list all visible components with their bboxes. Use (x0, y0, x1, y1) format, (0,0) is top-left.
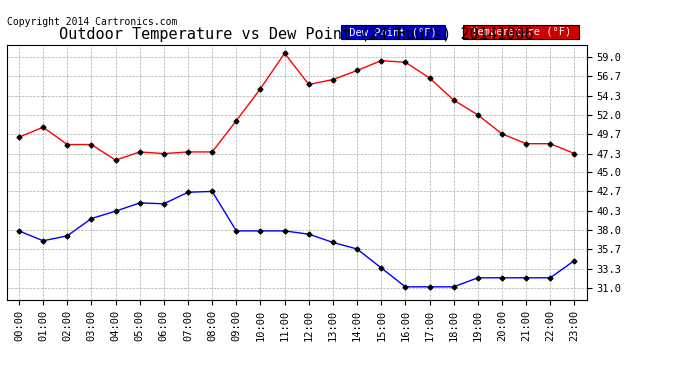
Text: Copyright 2014 Cartronics.com: Copyright 2014 Cartronics.com (7, 17, 177, 27)
Text: Temperature (°F): Temperature (°F) (465, 27, 578, 38)
Text: Dew Point (°F): Dew Point (°F) (343, 27, 443, 38)
Title: Outdoor Temperature vs Dew Point (24 Hours) 20141006: Outdoor Temperature vs Dew Point (24 Hou… (59, 27, 534, 42)
